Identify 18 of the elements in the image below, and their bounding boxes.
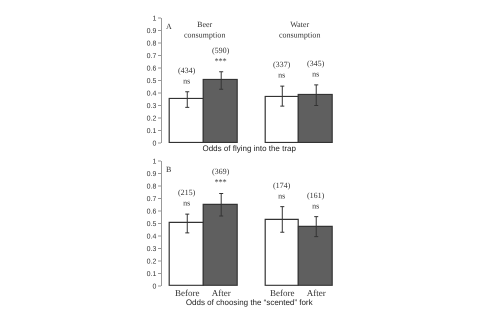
x-axis-title: Odds of flying into the trap <box>202 144 296 154</box>
annotation: (369) *** <box>212 167 230 186</box>
annotation: (174) ns <box>273 181 291 200</box>
annotation: (345) ns <box>307 59 325 78</box>
annotation: (161) ns <box>307 191 325 210</box>
x-axis-title: Odds of choosing the “scented” fork <box>186 298 314 308</box>
x-tick-label: Before <box>270 288 295 298</box>
annotation: A <box>166 22 172 31</box>
annotation: (337) ns <box>273 60 291 80</box>
annotation: (590) *** <box>212 46 230 66</box>
x-tick-label: After <box>306 288 326 298</box>
x-tick-label: Before <box>175 288 200 298</box>
annotation: (434) ns <box>178 66 196 86</box>
annotation: Water consumption <box>279 20 320 40</box>
x-tick-label: After <box>212 288 231 298</box>
annotation: Beer consumption <box>184 20 226 40</box>
annotation: B <box>166 165 172 174</box>
annotation: (215) ns <box>178 188 196 208</box>
